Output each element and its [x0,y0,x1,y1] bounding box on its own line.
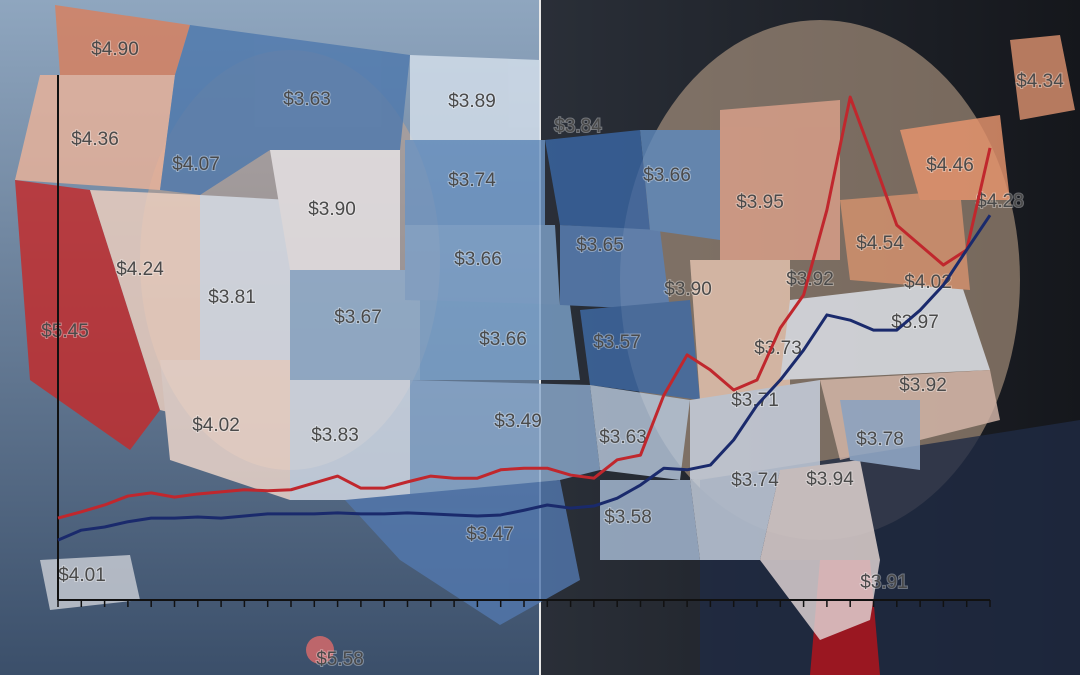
price-label: $3.78 [856,429,904,450]
price-label: $3.47 [466,524,514,545]
price-label: $3.63 [283,89,331,110]
price-label: $4.46 [926,155,974,176]
us-map [15,5,1075,664]
price-label: $3.83 [311,425,359,446]
price-label: $4.24 [116,259,164,280]
price-label: $3.58 [604,507,652,528]
price-label: $3.90 [664,279,712,300]
price-label: $3.94 [806,469,854,490]
price-label: $3.49 [494,411,542,432]
price-label: $4.07 [172,154,220,175]
price-label: $3.97 [891,312,939,333]
price-label: $3.66 [454,249,502,270]
line-chart [57,75,992,607]
map-labels: $4.90 $3.63 $3.89 $3.84 $4.34 $4.36 $4.07 $3.74… [40,38,1065,671]
price-label: $3.74 [448,170,496,191]
price-label: $3.66 [479,329,527,350]
price-label: $3.63 [599,427,647,448]
series-line [57,214,992,542]
price-label: $3.84 [554,116,602,137]
price-label: $3.73 [754,338,802,359]
price-label: $3.92 [899,375,947,396]
price-label: $3.74 [731,470,779,491]
price-label: $3.91 [860,572,908,593]
price-label: $3.89 [448,91,496,112]
price-label: $3.92 [786,269,834,290]
price-label: $4.36 [71,129,119,150]
price-label: $3.65 [576,235,624,256]
price-label: $4.90 [91,39,139,60]
series-line [57,95,992,520]
price-label: $4.01 [58,565,106,586]
price-label: $4.54 [856,233,904,254]
price-label: $3.66 [643,165,691,186]
price-label: $5.45 [41,321,89,342]
price-label: $3.90 [308,199,356,220]
price-label: $4.34 [1016,71,1064,92]
price-label: $3.67 [334,307,382,328]
price-label: $5.58 [316,649,364,670]
price-label: $3.95 [736,192,784,213]
price-label: $3.81 [208,287,256,308]
price-label: $4.28 [976,191,1024,212]
price-label: $4.02 [192,415,240,436]
price-label: $3.57 [593,332,641,353]
